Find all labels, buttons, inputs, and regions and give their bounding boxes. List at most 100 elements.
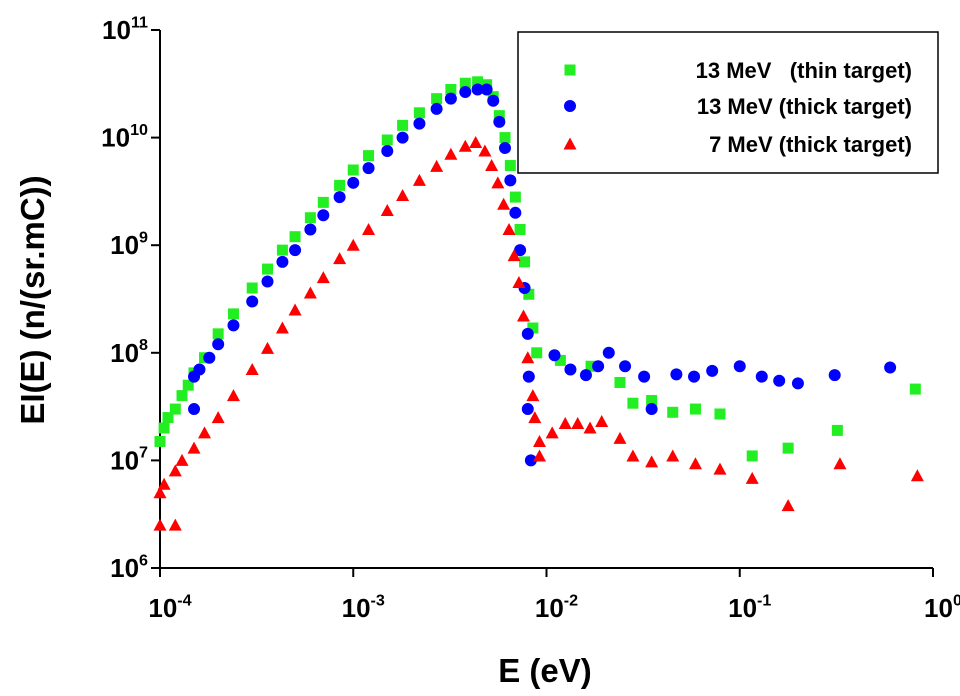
marker-triangle: [346, 238, 360, 251]
y-tick-label-base: 10: [110, 230, 139, 260]
marker-triangle: [333, 252, 347, 265]
marker-square: [413, 107, 425, 119]
marker-triangle: [396, 188, 410, 201]
x-tick-label-exponent: -1: [757, 591, 771, 609]
marker-square: [493, 110, 505, 122]
marker-square: [317, 196, 329, 208]
marker-circle: [755, 370, 768, 383]
legend-label: 7 MeV (thick target): [703, 132, 912, 157]
y-tick-label-exponent: 11: [131, 13, 148, 31]
marker-triangle: [275, 321, 289, 334]
marker-square: [527, 322, 539, 334]
marker-triangle: [497, 197, 511, 210]
marker-square: [227, 308, 239, 320]
marker-triangle: [512, 276, 526, 289]
marker-triangle: [362, 222, 376, 235]
marker-circle: [733, 360, 746, 373]
y-tick-label-exponent: 8: [139, 336, 148, 354]
y-tick-label: 108: [110, 336, 148, 368]
marker-square: [445, 83, 457, 95]
marker-triangle: [502, 222, 516, 235]
marker-square: [531, 347, 543, 359]
x-tick-label-exponent: -4: [177, 591, 191, 609]
legend-label: 13 MeV (thick target): [697, 94, 912, 119]
marker-square: [714, 408, 726, 420]
marker-triangle: [303, 286, 317, 299]
x-tick-label: 10-1: [728, 591, 771, 623]
marker-circle: [602, 346, 615, 359]
marker-triangle: [645, 455, 659, 468]
marker-circle: [333, 191, 346, 204]
marker-square: [689, 403, 701, 415]
marker-square: [831, 424, 843, 436]
y-tick-label: 106: [110, 551, 148, 583]
marker-circle: [444, 92, 457, 105]
marker-square: [627, 397, 639, 409]
x-tick-label-exponent: -3: [371, 591, 385, 609]
marker-square: [212, 328, 224, 340]
marker-triangle: [316, 271, 330, 284]
marker-square: [459, 77, 471, 89]
marker-triangle: [521, 351, 535, 364]
marker-square: [614, 376, 626, 388]
marker-square: [262, 263, 274, 275]
marker-triangle: [781, 499, 795, 512]
marker-square: [381, 134, 393, 146]
y-tick-label-exponent: 9: [139, 229, 148, 247]
marker-square: [334, 179, 346, 191]
marker-square: [504, 160, 516, 172]
marker-triangle: [507, 249, 521, 262]
x-tick-label-exponent: -2: [564, 591, 578, 609]
marker-triangle: [516, 309, 530, 322]
marker-triangle: [666, 449, 680, 462]
marker-triangle: [910, 469, 924, 482]
y-tick-label: 109: [110, 229, 148, 261]
marker-triangle: [288, 303, 302, 316]
marker-triangle: [533, 434, 547, 447]
y-axis-label: EI(E) (n/(sr.mC)): [14, 175, 51, 424]
marker-triangle: [157, 477, 171, 490]
marker-square: [154, 435, 166, 447]
marker-circle: [791, 377, 804, 390]
marker-circle: [524, 454, 537, 467]
marker-circle: [430, 102, 443, 115]
marker-triangle: [187, 441, 201, 454]
marker-square: [289, 231, 301, 243]
marker-triangle: [745, 471, 759, 484]
marker-square: [746, 450, 758, 462]
marker-triangle: [571, 417, 585, 430]
marker-circle: [521, 327, 534, 340]
marker-circle: [619, 360, 632, 373]
marker-square: [782, 442, 794, 454]
marker-circle: [514, 244, 527, 257]
marker-square: [158, 422, 170, 434]
marker-circle: [670, 368, 683, 381]
marker-square: [509, 191, 521, 203]
marker-circle: [396, 131, 409, 144]
y-tick-label: 1010: [101, 121, 148, 153]
marker-triangle: [444, 147, 458, 160]
marker-triangle: [626, 449, 640, 462]
x-tick-label-base: 10: [535, 593, 564, 623]
marker-triangle: [412, 173, 426, 186]
marker-circle: [521, 403, 534, 416]
marker-circle: [493, 115, 506, 128]
marker-circle: [347, 176, 360, 189]
marker-circle: [487, 94, 500, 107]
marker-circle: [509, 206, 522, 219]
marker-circle: [227, 319, 240, 332]
marker-triangle: [528, 411, 542, 424]
marker-square: [585, 360, 597, 372]
marker-triangle: [558, 417, 572, 430]
marker-square: [169, 403, 181, 415]
y-tick-label: 1011: [102, 13, 148, 45]
marker-square: [347, 164, 359, 176]
marker-triangle: [153, 486, 167, 499]
marker-circle: [413, 117, 426, 130]
marker-circle: [381, 145, 394, 158]
x-tick-label: 10-3: [342, 591, 385, 623]
y-tick-label-base: 10: [110, 445, 139, 475]
marker-triangle: [485, 159, 499, 172]
legend-marker: [564, 64, 576, 76]
